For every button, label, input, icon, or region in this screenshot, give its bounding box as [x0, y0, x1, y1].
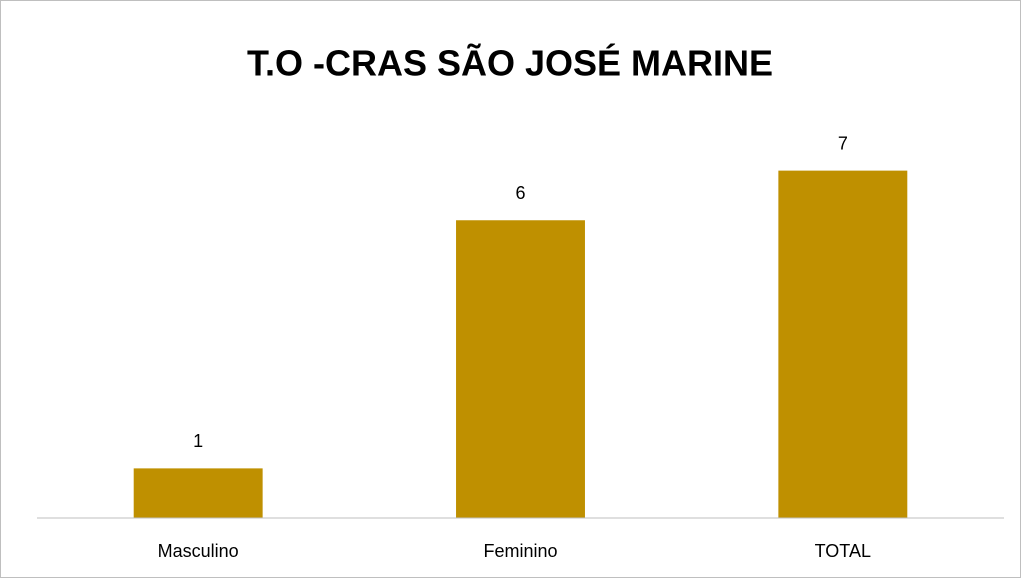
- x-tick-label: Masculino: [158, 541, 239, 561]
- data-label: 1: [193, 431, 203, 451]
- bar: [456, 220, 585, 518]
- data-label: 7: [838, 133, 848, 153]
- chart-title: T.O -CRAS SÃO JOSÉ MARINE: [247, 42, 773, 84]
- data-label: 6: [515, 183, 525, 203]
- x-tick-label: TOTAL: [815, 541, 871, 561]
- x-tick-label: Feminino: [483, 541, 557, 561]
- bar: [778, 170, 908, 518]
- bar: [133, 468, 263, 518]
